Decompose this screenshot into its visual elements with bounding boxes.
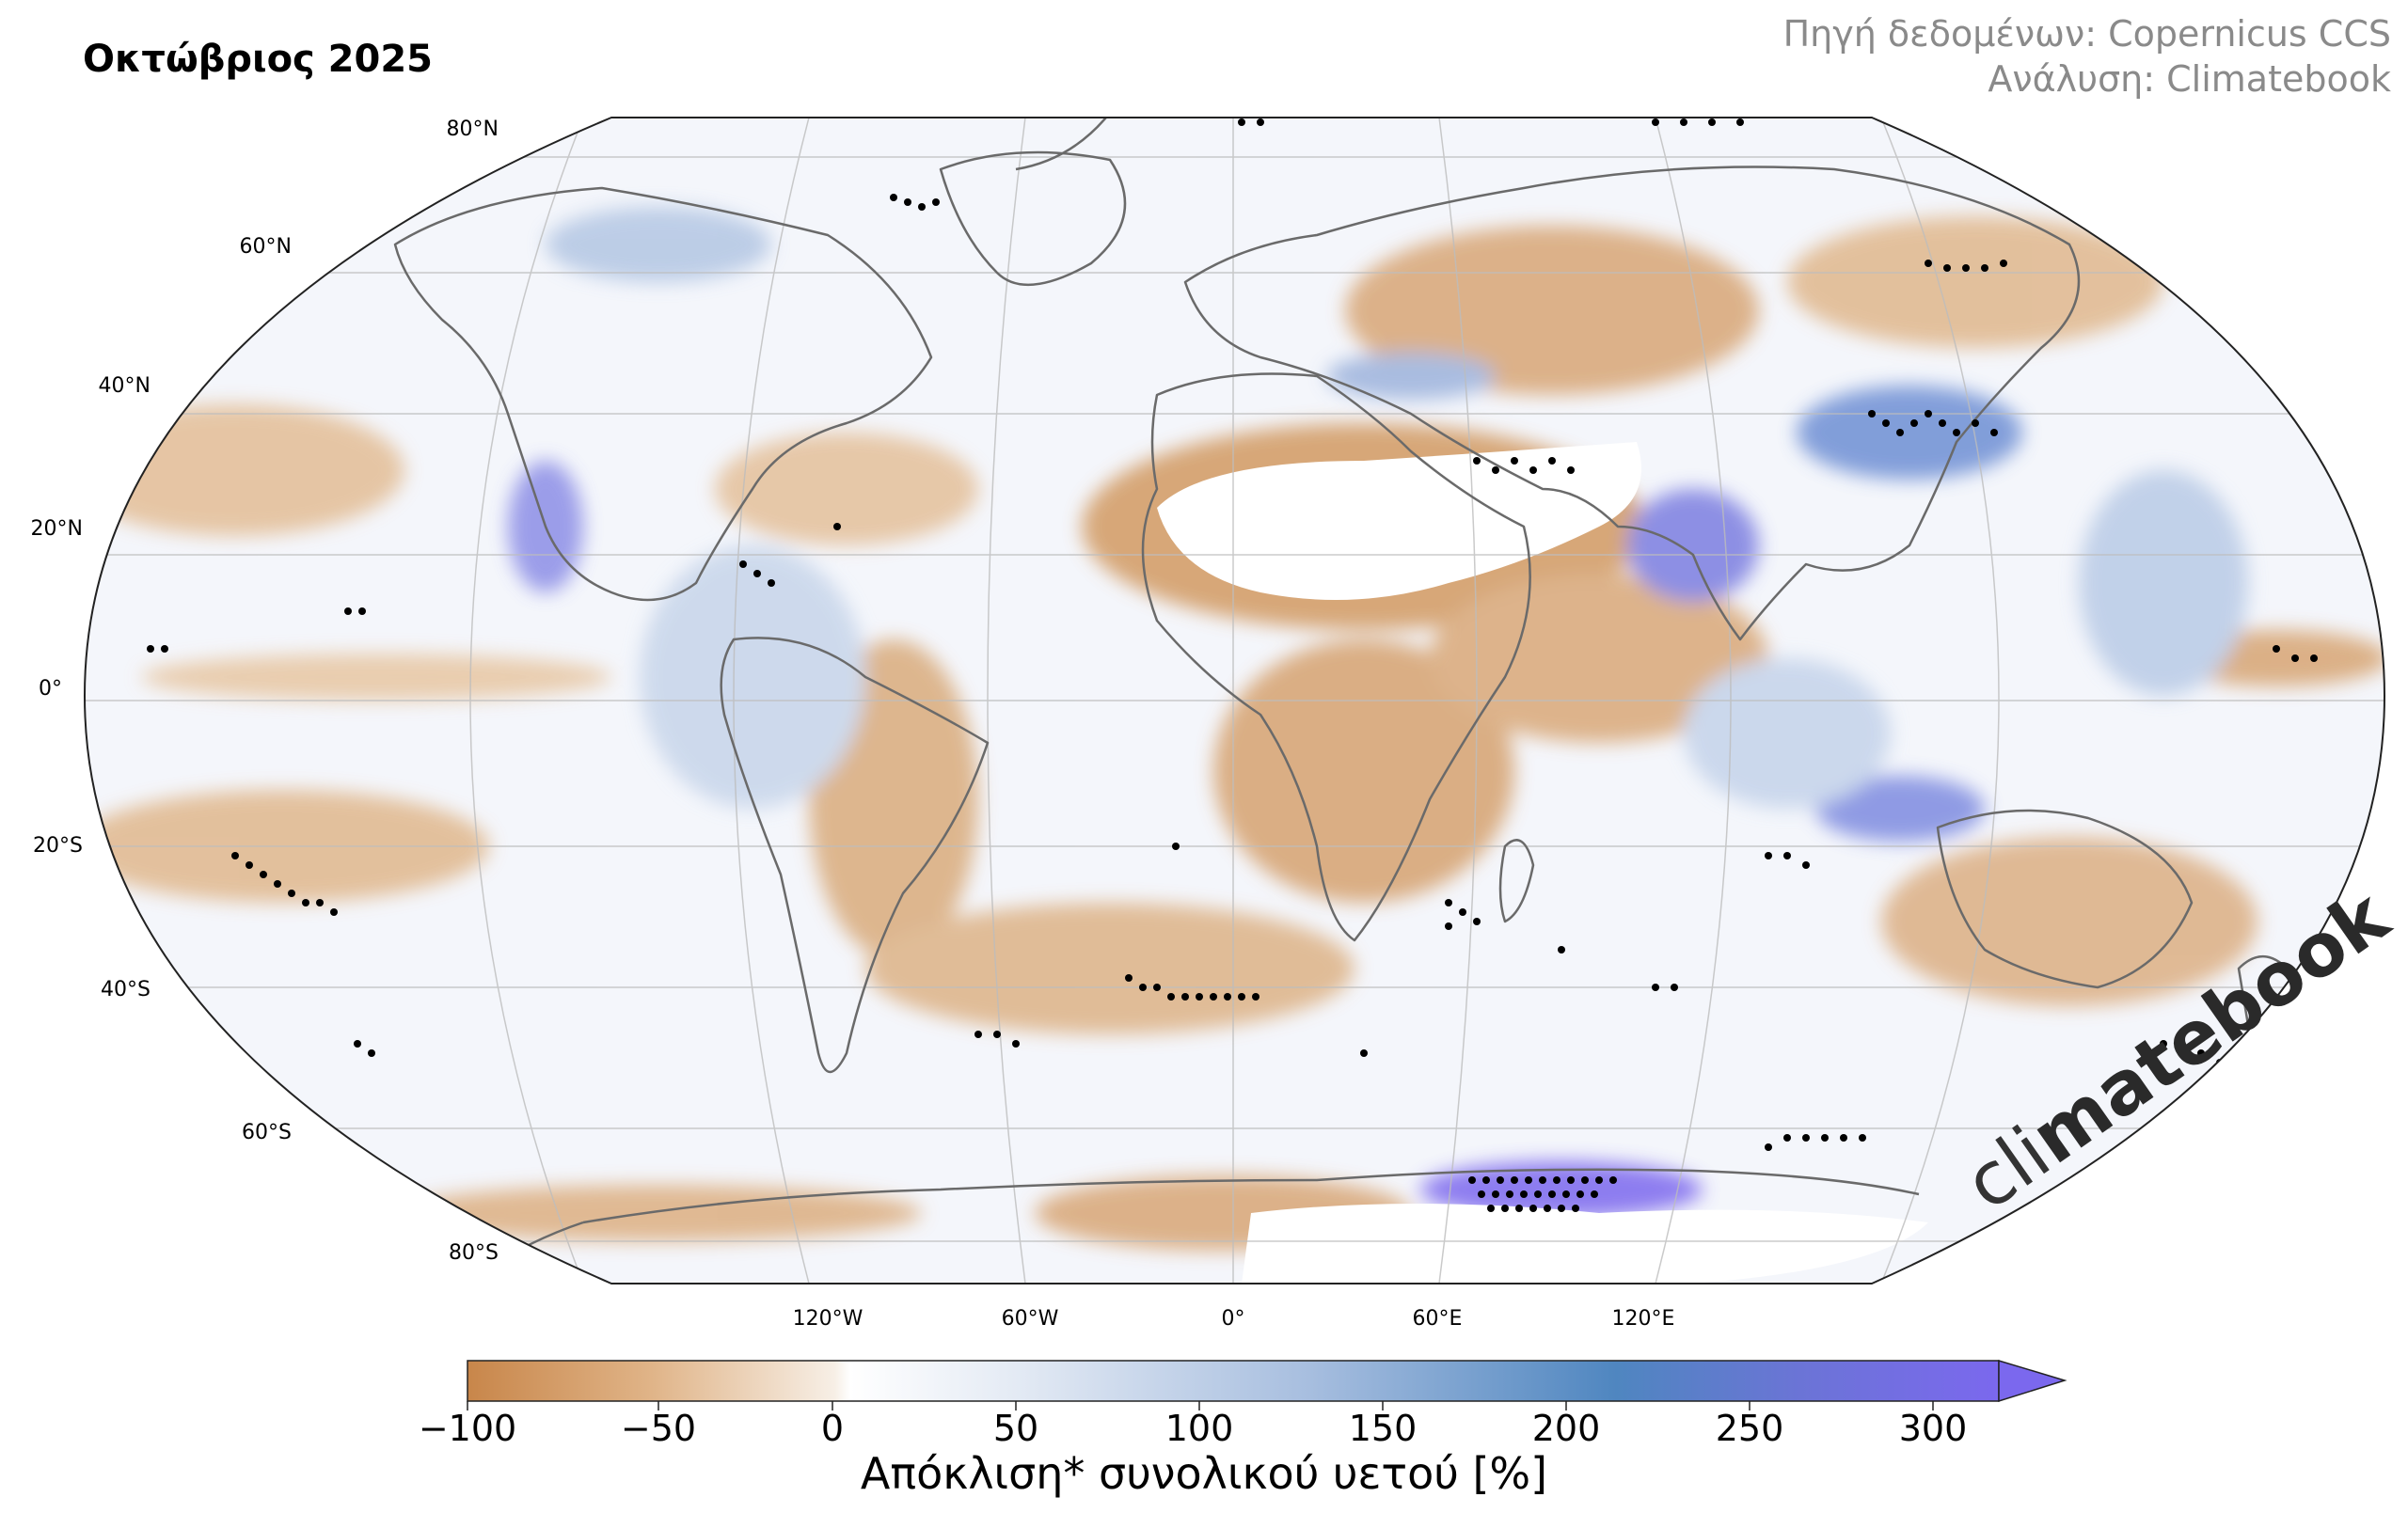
lat-label-equator: 0° xyxy=(39,677,62,701)
lat-label-60s: 60°S xyxy=(242,1121,292,1144)
lon-label-120w: 120°W xyxy=(792,1307,863,1331)
lat-label-20s: 20°S xyxy=(33,834,83,858)
lon-label-120e: 120°E xyxy=(1611,1307,1675,1331)
data-source-credit: Πηγή δεδομένων: Copernicus CCS xyxy=(1782,13,2391,55)
lat-label-40n: 40°N xyxy=(98,374,150,398)
colorbar-tick-label: 0 xyxy=(820,1408,845,1449)
colorbar-tick-label: 250 xyxy=(1715,1408,1784,1449)
colorbar-tick-label: 300 xyxy=(1898,1408,1968,1449)
lon-label-60e: 60°E xyxy=(1412,1307,1463,1331)
colorbar-tick-label: −50 xyxy=(620,1408,697,1449)
lat-label-80n: 80°N xyxy=(446,118,499,141)
significance-dots xyxy=(147,118,2318,1212)
colorbar xyxy=(467,1359,2067,1411)
colorbar-tick-label: 100 xyxy=(1164,1408,1234,1449)
colorbar-title: Απόκλιση* συνολικού υετού [%] xyxy=(860,1448,1548,1499)
anomaly-field xyxy=(85,118,2384,1284)
globe-outline xyxy=(83,117,2386,1284)
analysis-credit: Ανάλυση: Climatebook xyxy=(1988,58,2391,100)
colorbar-tick-label: −100 xyxy=(418,1408,517,1449)
lat-label-60n: 60°N xyxy=(239,235,292,259)
lat-label-80s: 80°S xyxy=(449,1241,499,1265)
lon-label-prime-meridian: 0° xyxy=(1221,1307,1245,1331)
lon-label-60w: 60°W xyxy=(1001,1307,1059,1331)
colorbar-tick-label: 150 xyxy=(1348,1408,1418,1449)
map-title: Οκτώβριος 2025 xyxy=(83,38,434,81)
lat-label-20n: 20°N xyxy=(30,517,83,541)
colorbar-tick-label: 50 xyxy=(992,1408,1039,1449)
lat-label-40s: 40°S xyxy=(101,978,150,1001)
colorbar-tick-label: 200 xyxy=(1531,1408,1601,1449)
